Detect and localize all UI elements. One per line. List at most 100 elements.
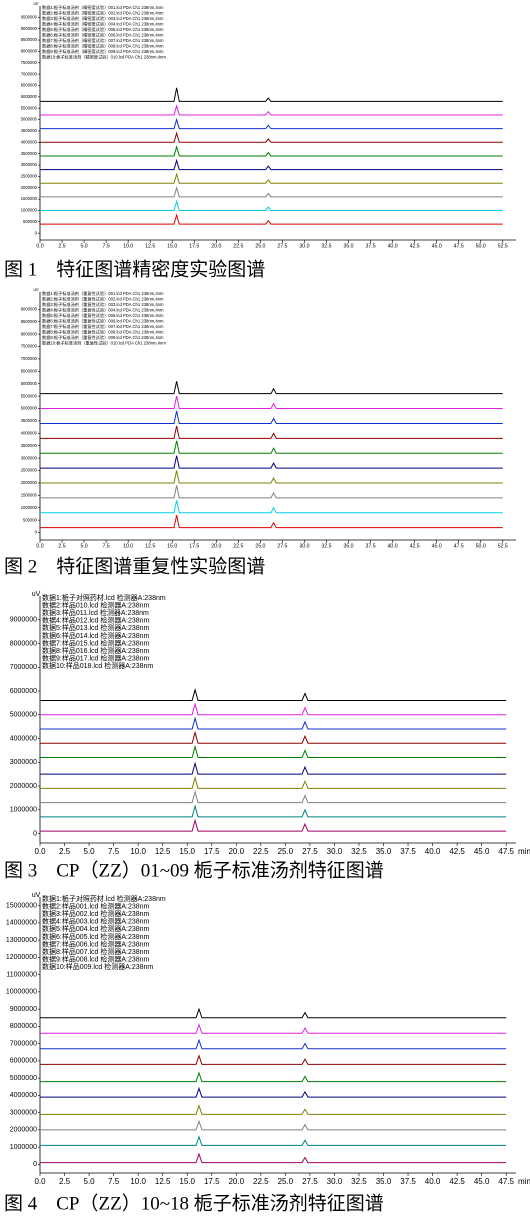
legend-entry: 数据9:栀子标准汤剂（精密度试验）009.lcd PDA Ch1 238nm,4… xyxy=(42,48,164,55)
x-axis-label: min xyxy=(518,1177,530,1186)
trace xyxy=(40,455,503,469)
x-tick-label: 32.5 xyxy=(321,544,331,550)
legend-entry: 数据5:栀子标准汤剂（精密度试验）005.lcd PDA Ch1 238nm,4… xyxy=(42,26,164,33)
y-tick-label: 500000 xyxy=(23,219,38,224)
y-tick-label: 6500000 xyxy=(21,368,38,373)
trace xyxy=(40,744,507,758)
legend-entry: 数据10:样品018.lcd 检测器A:238nm xyxy=(42,661,153,670)
x-tick-label: 35.0 xyxy=(376,1177,392,1186)
y-tick-label: 3500000 xyxy=(21,151,38,156)
x-tick-label: 32.5 xyxy=(351,847,367,856)
x-tick-label: 0.0 xyxy=(36,244,43,250)
trace xyxy=(40,213,503,225)
x-tick-label: 35.0 xyxy=(343,544,353,550)
y-tick-label: 5000000 xyxy=(10,712,37,719)
legend-entry: 数据7:样品006.lcd 检测器A:238nm xyxy=(42,939,150,948)
x-tick-label: 40.0 xyxy=(388,544,398,550)
y-tick-label: 4000000 xyxy=(21,430,38,435)
y-tick-label: 6000000 xyxy=(21,94,38,99)
y-tick-label: 7000000 xyxy=(10,1040,37,1047)
x-tick-label: 5.0 xyxy=(80,544,87,550)
legend-entry: 数据7:栀子标准汤剂（精密度试验）007.lcd PDA Ch1 238nm,4… xyxy=(42,37,164,44)
trace xyxy=(40,730,507,744)
x-tick-label: 40.0 xyxy=(388,244,398,250)
y-tick-label: 5000000 xyxy=(21,117,38,122)
y-tick-label: 2500000 xyxy=(21,468,38,473)
x-tick-label: 22.5 xyxy=(233,244,243,250)
legend-entry: 数据8:栀子标准汤剂（精密度试验）008.lcd PDA Ch1 238nm,4… xyxy=(42,43,164,50)
y-tick-label: 2500000 xyxy=(21,173,38,178)
x-tick-label: 52.5 xyxy=(498,244,508,250)
trace xyxy=(40,199,503,211)
x-tick-label: 45.0 xyxy=(474,847,490,856)
x-tick-label: 12.5 xyxy=(155,847,171,856)
x-tick-label: 30.0 xyxy=(299,244,309,250)
y-tick-label: 4000000 xyxy=(10,1092,37,1099)
trace xyxy=(40,1104,507,1115)
legend-entry: 数据4:样品003.lcd 检测器A:238nm xyxy=(42,917,150,926)
trace xyxy=(40,515,503,529)
legend-entry: 数据6:样品005.lcd 检测器A:238nm xyxy=(42,932,150,941)
y-tick-label: 6000000 xyxy=(21,381,38,386)
x-tick-label: 12.5 xyxy=(155,1177,171,1186)
trace xyxy=(40,1038,507,1050)
legend-entry: 数据1:栀子对照药材.lcd 检测器A:238nm xyxy=(42,894,166,903)
x-axis-label: min xyxy=(518,847,530,856)
trace xyxy=(40,716,507,730)
x-tick-label: 47.5 xyxy=(454,544,464,550)
x-tick-label: 15.0 xyxy=(167,244,177,250)
y-tick-label: 7000000 xyxy=(10,664,37,671)
y-axis-label: uV xyxy=(33,287,38,292)
x-tick-label: 7.5 xyxy=(108,1177,120,1186)
y-tick-label: 5000000 xyxy=(10,1075,37,1082)
trace xyxy=(40,440,503,454)
trace xyxy=(40,104,503,116)
x-tick-label: 5.0 xyxy=(84,1177,96,1186)
x-tick-label: 37.5 xyxy=(400,847,416,856)
legend-entry: 数据10:栀子标准汤剂（精密度试验）010.lcd PDA Ch1 238nm,… xyxy=(42,54,166,61)
y-tick-label: 9500000 xyxy=(21,14,38,19)
x-tick-label: 10.0 xyxy=(130,847,146,856)
y-tick-label: 6000000 xyxy=(10,1058,37,1065)
y-tick-label: 3000000 xyxy=(21,162,38,167)
x-tick-label: 47.5 xyxy=(498,847,514,856)
y-tick-label: 3500000 xyxy=(21,443,38,448)
y-tick-label: 2000000 xyxy=(21,480,38,485)
legend-entry: 数据9:栀子标准汤剂（重复性试验）009.lcd PDA Ch1 238nm,4… xyxy=(42,334,164,341)
legend-entry: 数据3:栀子标准汤剂（精密度试验）003.lcd PDA Ch1 238nm,4… xyxy=(42,15,164,22)
x-tick-label: 50.0 xyxy=(476,544,486,550)
x-tick-label: 17.5 xyxy=(189,244,199,250)
figure-caption: 图 4 CP（ZZ）10~18 栀子标准汤剂特征图谱 xyxy=(4,1192,384,1214)
legend-entry: 数据5:样品013.lcd 检测器A:238nm xyxy=(42,623,150,632)
trace xyxy=(40,1054,507,1065)
y-tick-label: 1000000 xyxy=(21,505,38,510)
x-tick-label: 30.0 xyxy=(327,847,343,856)
y-tick-label: 14000000 xyxy=(6,920,37,927)
x-tick-label: 40.0 xyxy=(425,847,441,856)
y-tick-label: 5500000 xyxy=(21,105,38,110)
y-tick-label: 7500000 xyxy=(21,60,38,65)
x-tick-label: 22.5 xyxy=(233,544,243,550)
y-tick-label: 4000000 xyxy=(21,139,38,144)
x-tick-label: 7.5 xyxy=(103,244,110,250)
x-tick-label: 10.0 xyxy=(123,244,133,250)
y-tick-label: 1500000 xyxy=(21,196,38,201)
trace xyxy=(40,790,507,804)
y-tick-label: 9000000 xyxy=(21,306,38,311)
y-axis-label: uV xyxy=(32,892,41,899)
x-tick-label: 42.5 xyxy=(410,244,420,250)
legend-entry: 数据2:栀子标准汤剂（重复性试验）002.lcd PDA Ch1 238nm,4… xyxy=(42,296,164,303)
legend-entry: 数据4:栀子标准汤剂（精密度试验）004.lcd PDA Ch1 238nm,4… xyxy=(42,21,164,28)
x-tick-label: 2.5 xyxy=(58,244,65,250)
trace xyxy=(40,485,503,499)
trace xyxy=(40,1071,507,1083)
y-tick-label: 8000000 xyxy=(21,331,38,336)
y-tick-label: 12000000 xyxy=(6,954,37,961)
legend-entry: 数据3:样品011.lcd 检测器A:238nm xyxy=(42,608,149,617)
trace xyxy=(40,145,503,157)
trace xyxy=(40,396,503,410)
y-tick-label: 3000000 xyxy=(10,759,37,766)
trace xyxy=(40,761,507,775)
legend-entry: 数据8:样品007.lcd 检测器A:238nm xyxy=(42,947,150,956)
x-tick-label: 20.0 xyxy=(211,544,221,550)
